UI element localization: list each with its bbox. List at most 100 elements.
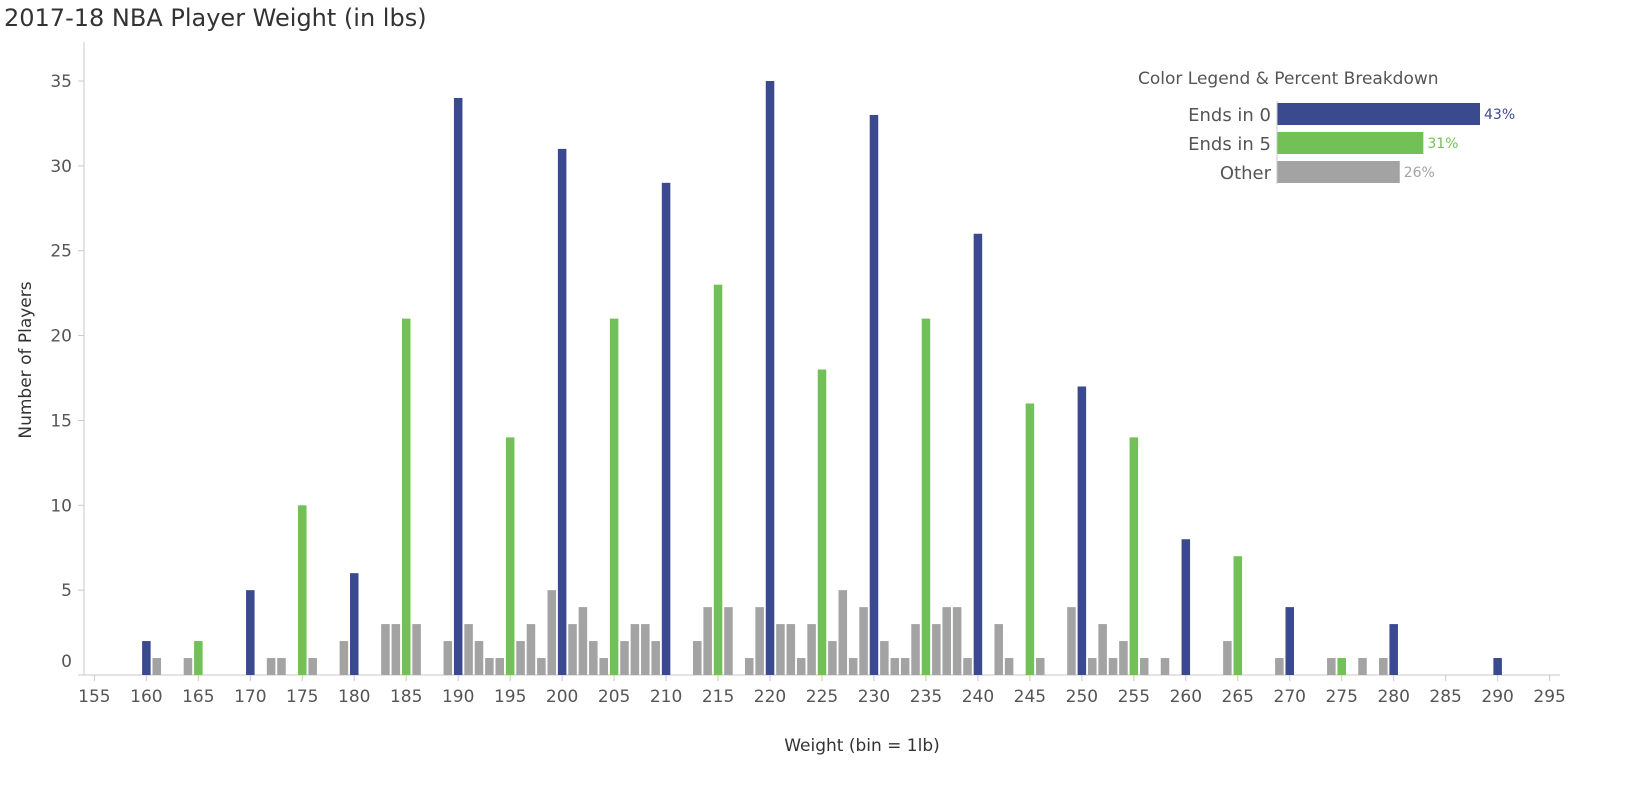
legend-percent-bar <box>1277 103 1480 125</box>
bar <box>1129 437 1139 675</box>
x-tick-label: 210 <box>650 687 682 707</box>
y-tick-label: 20 <box>50 327 72 347</box>
bar <box>339 641 349 675</box>
bar <box>183 658 193 675</box>
x-tick-label: 155 <box>78 687 110 707</box>
bar <box>921 318 931 675</box>
bar <box>786 624 796 675</box>
legend-title: Color Legend & Percent Breakdown <box>1138 69 1439 89</box>
bar <box>1108 658 1118 675</box>
bar <box>994 624 1003 675</box>
bar <box>963 658 972 675</box>
y-tick-label: 25 <box>50 242 72 262</box>
x-tick-label: 215 <box>702 687 734 707</box>
bar <box>1493 658 1502 675</box>
x-tick-label: 200 <box>546 687 578 707</box>
x-axis-ticks: 155 160 165 170 175 180 185 190 195 200 205 210 215 2… <box>78 675 1566 707</box>
bar <box>194 641 203 675</box>
x-tick-label: 285 <box>1429 687 1461 707</box>
x-tick-label: 265 <box>1222 687 1254 707</box>
bar <box>1233 556 1243 675</box>
bar <box>1139 658 1149 675</box>
bar <box>568 624 577 675</box>
y-tick-label: 15 <box>50 411 72 431</box>
y-tick-label: 30 <box>50 157 72 177</box>
bar <box>776 624 785 675</box>
bar <box>485 658 494 675</box>
bar <box>630 624 640 675</box>
bar <box>453 97 463 675</box>
bar <box>1389 624 1398 675</box>
bar <box>703 607 712 675</box>
bar <box>1285 607 1295 675</box>
x-tick-label: 195 <box>494 687 526 707</box>
bar <box>859 607 868 675</box>
bar <box>890 658 900 675</box>
bar <box>1223 641 1232 675</box>
y-axis-title: Number of Players <box>16 281 36 438</box>
bar <box>744 658 754 675</box>
bar <box>755 607 764 675</box>
x-tick-label: 240 <box>962 687 994 707</box>
legend-item-label: Ends in 5 <box>1188 134 1271 155</box>
x-tick-label: 295 <box>1533 687 1565 707</box>
bar <box>848 658 858 675</box>
x-tick-label: 260 <box>1170 687 1202 707</box>
x-tick-label: 175 <box>286 687 318 707</box>
bar <box>911 624 920 675</box>
bars <box>142 81 1502 676</box>
legend-percent-label: 26% <box>1404 165 1435 181</box>
bar <box>589 641 598 675</box>
legend-item-label: Ends in 0 <box>1188 105 1271 126</box>
x-tick-label: 170 <box>234 687 266 707</box>
bar <box>391 624 401 675</box>
bar <box>609 318 619 675</box>
legend-percent-label: 43% <box>1484 107 1515 123</box>
bar <box>1358 658 1367 675</box>
bar <box>973 233 983 675</box>
x-tick-label: 245 <box>1014 687 1046 707</box>
bar <box>661 182 671 676</box>
bar <box>807 624 816 675</box>
bar <box>796 658 806 675</box>
x-tick-label: 270 <box>1274 687 1306 707</box>
x-tick-label: 185 <box>390 687 422 707</box>
x-tick-label: 220 <box>754 687 786 707</box>
bar <box>1025 403 1035 675</box>
bar <box>1098 624 1107 675</box>
x-tick-label: 180 <box>338 687 370 707</box>
x-axis-title: Weight (bin = 1lb) <box>784 736 940 756</box>
legend-percent-bar <box>1277 132 1424 154</box>
x-tick-label: 290 <box>1481 687 1513 707</box>
bar <box>724 607 733 675</box>
bar <box>246 590 255 675</box>
bar <box>1379 658 1388 675</box>
bar <box>1327 658 1336 675</box>
bar <box>1181 539 1191 675</box>
bar <box>1119 641 1128 675</box>
y-tick-label: 5 <box>61 581 72 601</box>
bar <box>381 624 390 675</box>
bar <box>298 505 307 675</box>
legend-percent-label: 31% <box>1427 136 1458 152</box>
bar <box>443 641 453 675</box>
x-tick-label: 230 <box>858 687 890 707</box>
legend: Color Legend & Percent Breakdown Ends in… <box>1138 69 1515 184</box>
legend-percent-bar <box>1277 161 1400 183</box>
y-tick-label: 35 <box>50 72 72 92</box>
x-tick-label: 160 <box>130 687 162 707</box>
x-tick-label: 225 <box>806 687 838 707</box>
bar <box>1077 386 1087 675</box>
x-tick-label: 280 <box>1377 687 1409 707</box>
bar <box>693 641 702 675</box>
bar <box>1337 658 1346 675</box>
bar <box>516 641 525 675</box>
y-tick-label: 10 <box>50 496 72 516</box>
bar <box>537 658 546 675</box>
bar <box>412 624 421 675</box>
bar <box>1067 607 1076 675</box>
bar <box>277 658 286 675</box>
bar <box>401 318 411 675</box>
x-tick-label: 250 <box>1066 687 1098 707</box>
